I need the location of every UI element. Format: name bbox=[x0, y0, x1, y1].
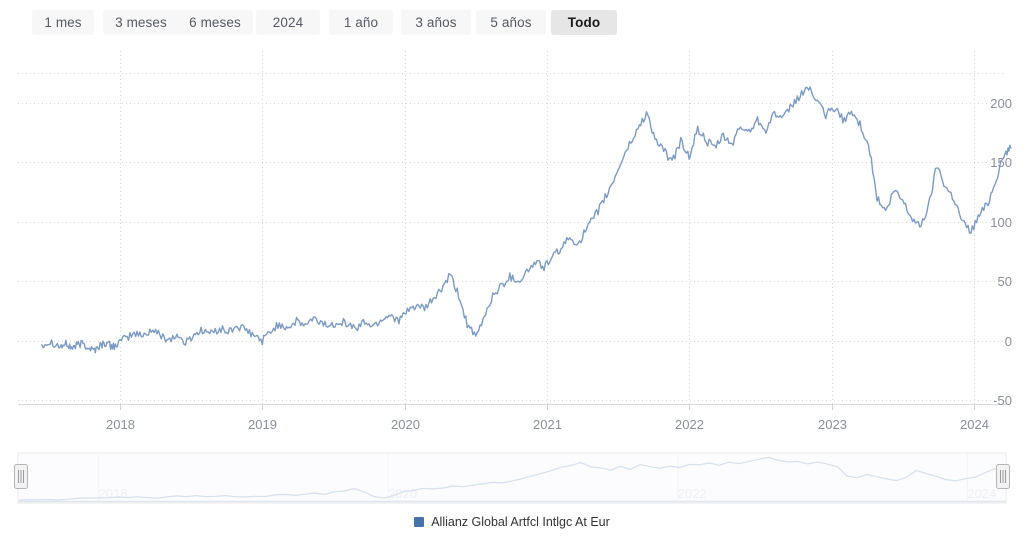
series-line-allianz bbox=[41, 86, 1012, 354]
range-selector: 1 mes 3 meses 6 meses 2024 1 año 3 años 5 años… bbox=[0, 0, 1024, 44]
navigator-left-handle[interactable] bbox=[14, 464, 28, 489]
price-chart[interactable]: 200 150 100 50 0 -50 2018 2019 2020 2021 2022 2023… bbox=[0, 44, 1024, 538]
x-axis-tick-label: 2024 bbox=[960, 417, 989, 432]
y-axis-tick-label: 0 bbox=[1005, 334, 1012, 349]
y-axis-tick-label: -50 bbox=[993, 393, 1012, 408]
chart-legend[interactable]: Allianz Global Artfcl Intlgc At Eur bbox=[0, 515, 1024, 529]
x-axis-tick-label: 2019 bbox=[248, 417, 277, 432]
navigator-outline bbox=[17, 452, 1007, 504]
navigator-right-handle[interactable] bbox=[996, 464, 1010, 489]
x-axis-tick-label: 2023 bbox=[818, 417, 847, 432]
navigator-year-label: 2022 bbox=[678, 486, 707, 501]
x-axis-ticks bbox=[120, 404, 975, 410]
navigator-year-label: 2020 bbox=[388, 486, 417, 501]
range-button-6[interactable]: 5 años bbox=[476, 10, 546, 35]
range-button-0[interactable]: 1 mes bbox=[32, 10, 94, 35]
x-axis-tick-label: 2020 bbox=[391, 417, 420, 432]
y-axis-tick-label: 50 bbox=[998, 274, 1012, 289]
chart-container: 200 150 100 50 0 -50 2018 2019 2020 2021 2022 2023… bbox=[0, 44, 1024, 538]
range-button-1[interactable]: 3 meses bbox=[103, 10, 179, 35]
x-axis-tick-label: 2018 bbox=[106, 417, 135, 432]
x-axis-tick-label: 2022 bbox=[675, 417, 704, 432]
y-axis-tick-label: 200 bbox=[990, 96, 1012, 111]
navigator-series-line bbox=[18, 456, 1006, 501]
x-axis-labels: 2018 2019 2020 2021 2022 2023 2024 bbox=[106, 417, 989, 432]
y-axis-tick-label: 100 bbox=[990, 215, 1012, 230]
range-button-4[interactable]: 1 año bbox=[329, 10, 393, 35]
y-axis-labels: 200 150 100 50 0 -50 bbox=[990, 96, 1012, 408]
navigator[interactable]: 2018 2020 2022 2024 bbox=[14, 452, 1010, 504]
navigator-selected-mask[interactable] bbox=[18, 453, 1006, 503]
y-axis-tick-label: 150 bbox=[990, 155, 1012, 170]
range-button-3[interactable]: 2024 bbox=[256, 10, 320, 35]
legend-color-swatch bbox=[414, 517, 425, 527]
legend-series-label[interactable]: Allianz Global Artfcl Intlgc At Eur bbox=[431, 515, 610, 529]
range-button-2[interactable]: 6 meses bbox=[177, 10, 253, 35]
x-axis-tick-label: 2021 bbox=[533, 417, 562, 432]
navigator-year-label: 2024 bbox=[967, 486, 996, 501]
range-button-5[interactable]: 3 años bbox=[401, 10, 471, 35]
range-button-7[interactable]: Todo bbox=[551, 10, 617, 35]
